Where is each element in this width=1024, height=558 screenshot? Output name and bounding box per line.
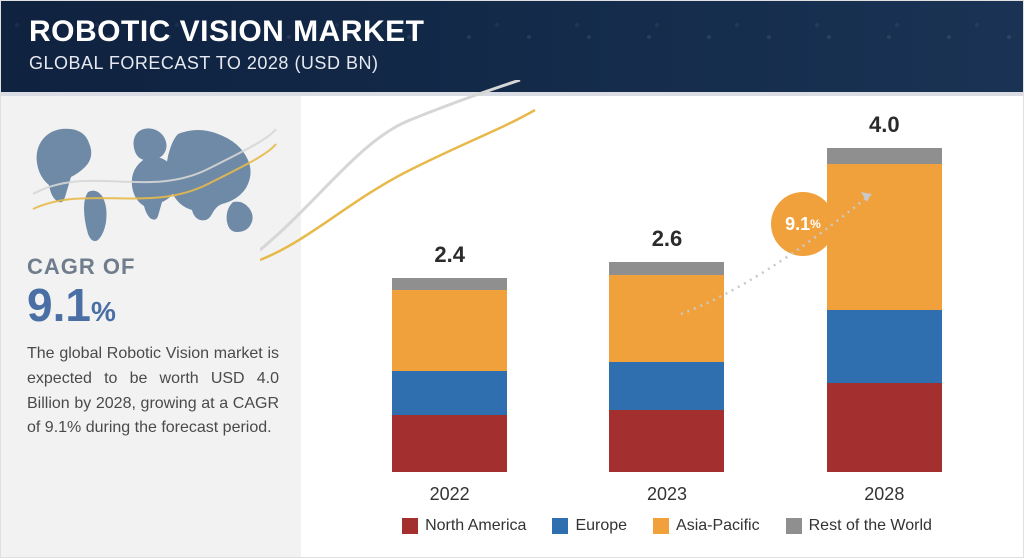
left-sidebar: CAGR OF 9.1% The global Robotic Vision m…	[1, 96, 301, 557]
cagr-bubble-percent: %	[810, 217, 821, 231]
x-axis-label: 2022	[380, 484, 520, 505]
bar-segment	[827, 148, 942, 164]
cagr-bubble: 9.1%	[771, 192, 835, 256]
legend-item: Asia-Pacific	[653, 517, 760, 535]
legend-swatch	[653, 518, 669, 534]
bar-stack	[392, 278, 507, 472]
bar-total-label: 2.4	[434, 242, 465, 268]
bar-stack	[609, 262, 724, 472]
world-map-graphic	[27, 114, 279, 244]
legend-swatch	[402, 518, 418, 534]
x-axis-labels: 2022 2023 2028	[341, 472, 993, 509]
legend-item: Rest of the World	[786, 517, 932, 535]
x-axis-label: 2028	[814, 484, 954, 505]
bar-group: 2.6	[597, 226, 737, 472]
bar-segment	[609, 275, 724, 362]
legend-label: Rest of the World	[809, 517, 932, 535]
legend-label: North America	[425, 517, 526, 535]
bar-stack	[827, 148, 942, 472]
content-body: CAGR OF 9.1% The global Robotic Vision m…	[1, 96, 1023, 557]
chart-legend: North America Europe Asia-Pacific Rest of t…	[341, 509, 993, 547]
legend-item: Europe	[552, 517, 627, 535]
bar-segment	[827, 164, 942, 310]
chart-area: 2.4 2.6 4.0 9.1%	[341, 114, 993, 472]
bar-segment	[392, 290, 507, 371]
bar-group: 2.4	[380, 242, 520, 472]
legend-item: North America	[402, 517, 526, 535]
bar-total-label: 2.6	[652, 226, 683, 252]
legend-swatch	[786, 518, 802, 534]
bar-group: 4.0	[814, 112, 954, 472]
cagr-label: CAGR OF	[27, 254, 279, 280]
legend-swatch	[552, 518, 568, 534]
bar-segment	[392, 278, 507, 290]
page-subtitle: GLOBAL FORECAST TO 2028 (USD BN)	[29, 53, 995, 74]
bar-segment	[827, 383, 942, 472]
bar-segment	[609, 410, 724, 472]
bar-segment	[827, 310, 942, 383]
header-banner: ROBOTIC VISION MARKET GLOBAL FORECAST TO…	[1, 1, 1023, 96]
bar-total-label: 4.0	[869, 112, 900, 138]
x-axis-label: 2023	[597, 484, 737, 505]
cagr-number: 9.1	[27, 279, 91, 331]
bar-segment	[609, 362, 724, 411]
chart-panel: 2.4 2.6 4.0 9.1% 2022 2023 2028 North Americ…	[301, 96, 1023, 557]
cagr-value: 9.1%	[27, 282, 279, 328]
description-text: The global Robotic Vision market is expe…	[27, 342, 279, 441]
page-title: ROBOTIC VISION MARKET	[29, 15, 995, 49]
cagr-bubble-value: 9.1	[785, 214, 810, 235]
legend-label: Europe	[575, 517, 627, 535]
bar-segment	[392, 371, 507, 416]
bar-segment	[609, 262, 724, 275]
cagr-percent-sign: %	[91, 296, 116, 327]
bar-segment	[392, 415, 507, 472]
bars-row: 2.4 2.6 4.0	[341, 114, 993, 472]
infographic-page: ROBOTIC VISION MARKET GLOBAL FORECAST TO…	[0, 0, 1024, 558]
legend-label: Asia-Pacific	[676, 517, 760, 535]
